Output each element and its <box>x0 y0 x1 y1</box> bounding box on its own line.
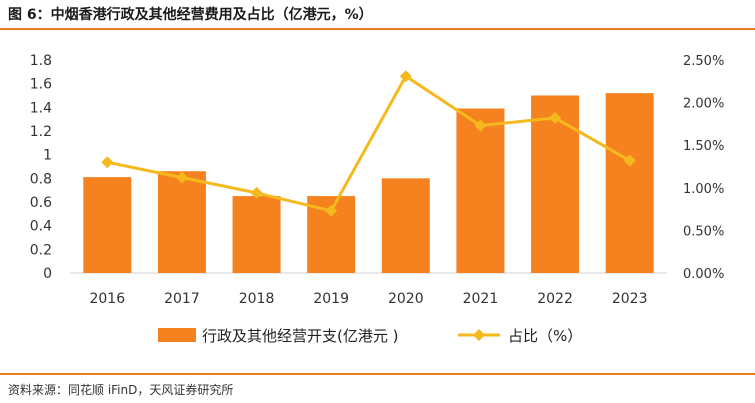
line-series-path <box>107 74 631 213</box>
source-note: 资料来源：同花顺 iFinD，天风证券研究所 <box>8 383 234 397</box>
left-axis-tick-label: 1.8 <box>30 53 52 69</box>
bar-series <box>83 93 654 274</box>
figure-title: 图 6：中烟香港行政及其他经营费用及占比（亿港元，%） <box>8 7 373 23</box>
bar <box>605 93 654 273</box>
left-axis-tick-label: 0.2 <box>30 242 52 258</box>
right-axis-tick-label: 2.50% <box>683 54 724 69</box>
left-axis-tick-label: 0.4 <box>30 219 52 235</box>
line-series-markers <box>101 70 636 217</box>
bar <box>157 171 206 273</box>
left-axis-tick-label: 1.2 <box>30 124 52 140</box>
bottom-rule <box>0 373 755 375</box>
line-point <box>623 154 636 167</box>
right-axis-tick-label: 2.00% <box>683 97 724 112</box>
line-point <box>250 186 263 199</box>
x-axis-tick-label: 2020 <box>388 291 424 307</box>
left-axis-tick-label: 0.8 <box>30 171 52 187</box>
bar <box>232 196 281 273</box>
right-axis-ticks: 0.00% 0.50% 1.00% 1.50% 2.00% 2.50% <box>683 54 724 282</box>
x-axis-tick-label: 2018 <box>239 291 275 307</box>
x-axis-tick-label: 2019 <box>313 291 349 307</box>
line-point <box>175 171 188 184</box>
x-axis-ticks: 2016 2017 2018 2019 2020 2021 2022 2023 <box>89 291 647 307</box>
line-point <box>101 156 114 169</box>
x-axis-tick-label: 2021 <box>463 291 499 307</box>
left-axis-tick-label: 1.4 <box>30 100 52 116</box>
bar <box>456 108 505 274</box>
left-axis-tick-label: 0 <box>43 266 52 282</box>
legend-bar-label: 行政及其他经营开支(亿港元 ) <box>202 327 398 345</box>
right-axis-tick-label: 0.50% <box>683 224 724 239</box>
x-axis-tick-label: 2022 <box>537 291 573 307</box>
right-axis-tick-label: 0.00% <box>683 267 724 282</box>
x-axis-tick-label: 2016 <box>89 291 125 307</box>
right-axis-tick-label: 1.00% <box>683 182 724 197</box>
legend: 行政及其他经营开支(亿港元 ) 占比（%） <box>158 327 582 345</box>
line-point <box>399 70 412 83</box>
right-axis-tick-label: 1.50% <box>683 139 724 154</box>
line-point <box>474 119 487 132</box>
bar <box>83 177 132 273</box>
legend-bar-swatch <box>158 328 196 342</box>
left-axis-tick-label: 1.6 <box>30 77 52 93</box>
bar <box>531 95 580 273</box>
top-rule <box>0 28 755 30</box>
legend-line-marker <box>473 329 485 341</box>
line-point <box>549 111 562 124</box>
line-point <box>325 204 338 217</box>
legend-line-label: 占比（%） <box>508 327 582 345</box>
combo-chart: 0 0.2 0.4 0.6 0.8 1 1.2 1.4 1.6 1.8 0.00% 0.50% 1.0… <box>30 53 725 345</box>
left-axis-ticks: 0 0.2 0.4 0.6 0.8 1 1.2 1.4 1.6 1.8 <box>30 53 52 282</box>
left-axis-tick-label: 1 <box>43 148 52 164</box>
x-axis-tick-label: 2017 <box>164 291 200 307</box>
left-axis-tick-label: 0.6 <box>30 195 52 211</box>
bar <box>381 178 430 273</box>
x-axis-tick-label: 2023 <box>612 291 648 307</box>
